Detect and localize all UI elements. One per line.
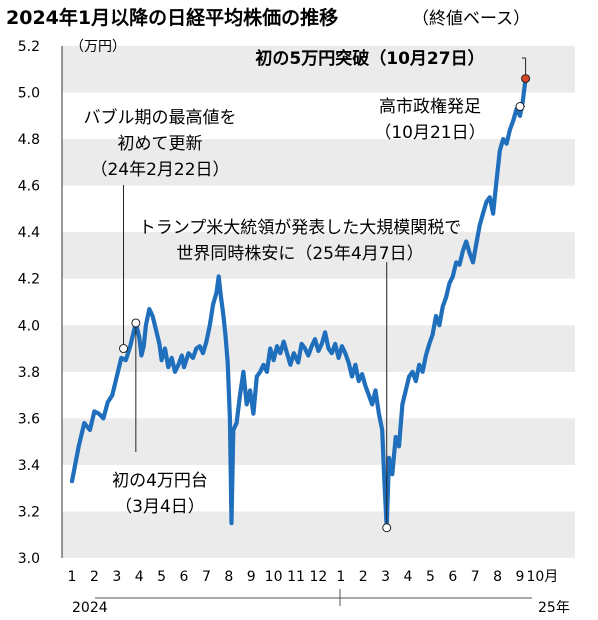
y-tick-label: 4.0: [18, 318, 40, 334]
x-tick-label: 6: [448, 569, 457, 585]
y-tick-label: 3.2: [18, 504, 40, 520]
x-tick-label: 2: [359, 569, 368, 585]
x-tick-label: 4: [135, 569, 144, 585]
grid-band: [62, 139, 575, 186]
x-tick-label: 12: [309, 569, 327, 585]
annotation-text: 初の5万円突破（10月27日）: [255, 48, 484, 69]
year-axis: 2024 25年: [72, 589, 570, 616]
annotation-text: （10月21日）: [374, 123, 485, 143]
grid-bands: [62, 46, 575, 558]
y-tick-label: 4.4: [18, 225, 40, 241]
x-tick-label: 2: [90, 569, 99, 585]
annotation-text: 初めて更新: [118, 134, 203, 154]
x-tick-label: 7: [471, 569, 480, 585]
annotation-text: バブル期の最高値を: [84, 107, 237, 128]
y-tick-label: 3.4: [18, 458, 40, 474]
x-tick-label: 8: [224, 569, 233, 585]
x-tick-label: 5: [426, 569, 435, 585]
x-tick-label: 8: [493, 569, 502, 585]
x-tick-label: 6: [180, 569, 189, 585]
x-tick-label: 9: [516, 569, 525, 585]
marker-first-40k: [131, 318, 141, 328]
grid-band: [62, 46, 575, 93]
marker-tariff-crash: [382, 523, 392, 533]
y-tick-label: 4.6: [18, 179, 40, 195]
marker-takaichi: [515, 102, 525, 112]
chart-subtitle: （終値ベース）: [412, 9, 530, 29]
grid-band: [62, 511, 575, 558]
annotation-text: （3月4日）: [115, 497, 205, 517]
y-tick-label: 3.8: [18, 365, 40, 381]
series-line: [69, 76, 528, 530]
x-tick-label: 3: [381, 569, 390, 585]
y-tick-label: 5.0: [18, 86, 40, 102]
marker-bubble-record: [119, 344, 129, 354]
y-tick-label: 3.6: [18, 411, 40, 427]
x-tick-label: 11: [287, 569, 305, 585]
annotation-text: 世界同時株安に（25年4月7日）: [176, 244, 423, 264]
grid-band: [62, 418, 575, 465]
annotation-text: （24年2月22日）: [90, 160, 229, 180]
marker-first-50k: [521, 74, 531, 84]
chart-title: 2024年1月以降の日経平均株価の推移: [6, 6, 338, 29]
y-tick-label: 4.2: [18, 272, 40, 288]
x-tick-label: 1: [68, 569, 77, 585]
y-axis-ticks: 3.0 3.2 3.4 3.6 3.8 4.0 4.2 4.4 4.6 4.8 5.0 5.2: [18, 39, 63, 567]
year-label-2025: 25年: [538, 600, 570, 616]
x-tick-label: 5: [157, 569, 166, 585]
y-tick-label: 4.8: [18, 132, 40, 148]
y-tick-label: 3.0: [18, 551, 40, 567]
y-unit-label: （万円）: [70, 39, 126, 55]
x-axis-ticks: 1 2 3 4 5 6 7 8 9 10 11 12 1 2 3 4 5 6 7 8 9 10月: [68, 569, 559, 585]
y-tick-label: 5.2: [18, 39, 40, 55]
x-tick-label: 9: [247, 569, 256, 585]
x-tick-label: 3: [112, 569, 121, 585]
x-tick-label: 1: [336, 569, 345, 585]
annotation-text: トランプ米大統領が発表した大規模関税で: [139, 218, 462, 238]
annotation-text: 高市政権発足: [379, 97, 481, 117]
annotation-text: 初の4万円台: [112, 471, 208, 491]
x-tick-label: 4: [404, 569, 413, 585]
year-label-2024: 2024: [72, 600, 108, 616]
x-tick-label: 10: [265, 569, 283, 585]
x-tick-label: 10月: [526, 569, 558, 585]
x-tick-label: 7: [202, 569, 211, 585]
grid-band: [62, 232, 575, 279]
